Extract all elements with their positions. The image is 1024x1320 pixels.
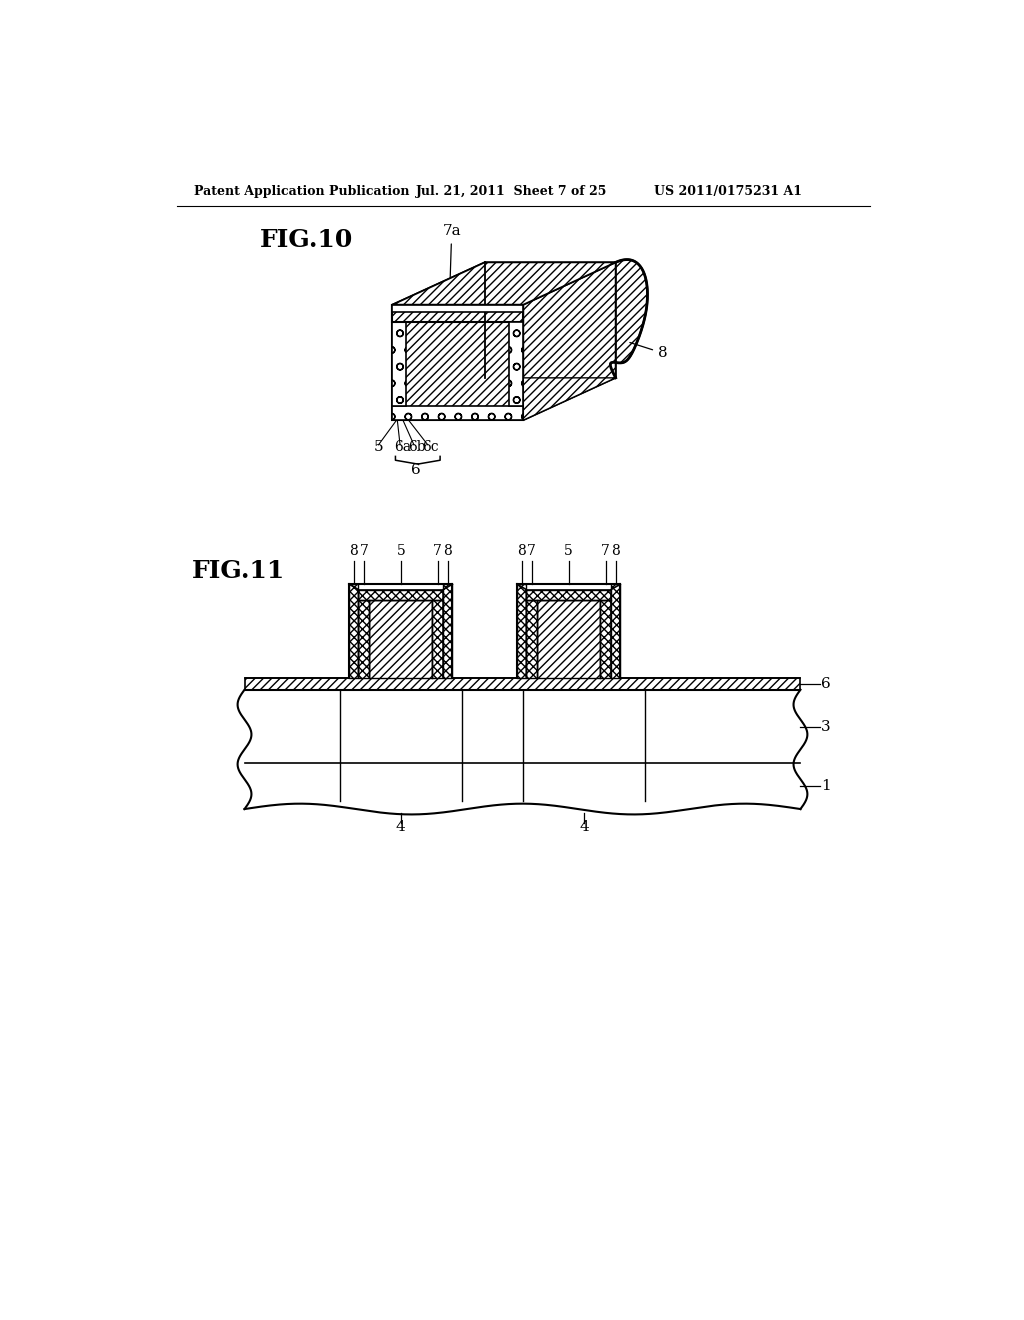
Text: 8: 8 [443,544,453,558]
Polygon shape [358,590,443,601]
Text: 6: 6 [821,677,831,692]
Text: 7: 7 [433,544,442,558]
Text: 6c: 6c [423,440,439,454]
Text: Patent Application Publication: Patent Application Publication [194,185,410,198]
Polygon shape [392,305,523,322]
Polygon shape [392,407,523,420]
Text: 6: 6 [411,463,420,477]
Text: 4: 4 [396,820,406,834]
Text: 4: 4 [580,820,589,834]
Polygon shape [392,305,523,312]
Polygon shape [509,322,523,407]
Text: 8: 8 [611,544,621,558]
Text: 7: 7 [359,544,369,558]
Text: 7a: 7a [442,224,461,277]
Polygon shape [526,601,538,678]
Text: 8: 8 [517,544,526,558]
Polygon shape [392,378,615,420]
Polygon shape [370,601,432,678]
Polygon shape [392,263,615,305]
Text: 8: 8 [349,544,358,558]
Polygon shape [432,601,443,678]
Text: 8: 8 [630,342,668,360]
Text: 3: 3 [821,719,830,734]
Text: 1: 1 [821,779,831,793]
Polygon shape [611,585,621,678]
Polygon shape [443,585,453,678]
Polygon shape [538,601,600,678]
Polygon shape [245,678,801,689]
Polygon shape [349,585,358,678]
Polygon shape [526,590,611,601]
Text: 5: 5 [564,544,573,558]
Polygon shape [392,305,523,420]
Text: 7: 7 [601,544,610,558]
Text: Jul. 21, 2011  Sheet 7 of 25: Jul. 21, 2011 Sheet 7 of 25 [416,185,607,198]
Polygon shape [392,263,615,305]
Text: FIG.11: FIG.11 [193,560,286,583]
Polygon shape [600,601,611,678]
Text: 7: 7 [527,544,537,558]
Polygon shape [517,585,526,678]
Polygon shape [358,601,370,678]
Text: 5: 5 [396,544,406,558]
Text: 5: 5 [374,440,383,454]
Text: 6b: 6b [409,440,426,454]
Polygon shape [610,260,647,378]
Text: 6a: 6a [394,440,412,454]
Text: FIG.10: FIG.10 [260,228,353,252]
Text: US 2011/0175231 A1: US 2011/0175231 A1 [654,185,802,198]
Polygon shape [523,263,615,420]
Polygon shape [392,322,407,407]
